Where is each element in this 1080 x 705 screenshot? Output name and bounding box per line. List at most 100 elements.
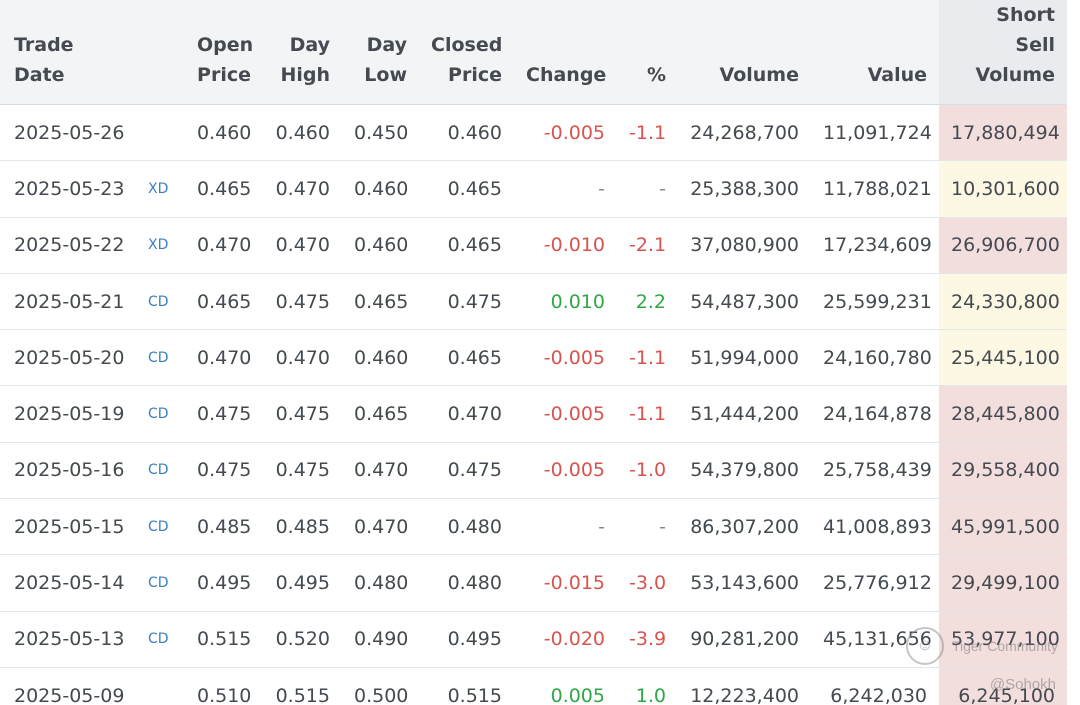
cell-open-price: 0.460 [185,104,263,162]
cell-pct: -1.0 [617,442,678,500]
cell-value: 6,242,030 [811,667,939,705]
cell-open-price: 0.495 [185,554,263,612]
cell-short-sell-volume: 17,880,494 [939,104,1067,162]
cell-change: -0.015 [514,554,617,612]
col-header-short-sell-volume[interactable]: Short Sell Volume [939,0,1067,105]
table-row[interactable]: 2025-05-15 CD 0.485 0.485 0.470 0.480- -86,307… [0,498,1067,556]
cell-flag [140,667,185,705]
cell-value: 24,164,878 [811,385,939,443]
cell-volume: 86,307,200 [678,498,811,556]
cell-volume: 37,080,900 [678,217,811,274]
cell-change: -0.005 [514,442,617,500]
table-body: 2025-05-26 0.460 0.460 0.450 0.460 -0.005 -1.1… [0,104,1067,705]
cell-pct: -3.0 [617,554,678,612]
cell-change: 0.010 [514,273,617,331]
table-row[interactable]: 2025-05-13 CD 0.515 0.520 0.490 0.495 -0.020 -3… [0,611,1067,668]
table-header: Trade Date Open Price Day High Day Low C… [0,0,1067,105]
cell-change: - [514,498,617,556]
cell-day-high: 0.475 [263,442,342,500]
col-header-trade-date[interactable]: Trade Date [0,0,140,105]
cell-trade-date: 2025-05-21 [0,273,140,331]
cell-day-high: 0.475 [263,273,342,331]
cell-flag: XD [140,217,185,274]
cell-short-sell-volume: 26,906,700 [939,217,1067,274]
table-row[interactable]: 2025-05-19 CD 0.475 0.475 0.465 0.470 -0.005 -1… [0,385,1067,443]
table-row[interactable]: 2025-05-26 0.460 0.460 0.450 0.460 -0.005 -1.1… [0,104,1067,162]
table-row[interactable]: 2025-05-23 XD 0.465 0.470 0.460 0.465- -25,388… [0,160,1067,218]
col-header-value[interactable]: Value [811,0,939,105]
cell-volume: 54,379,800 [678,442,811,500]
cell-volume: 12,223,400 [678,667,811,705]
cell-open-price: 0.470 [185,217,263,274]
cell-pct: -1.1 [617,385,678,443]
cell-day-high: 0.470 [263,329,342,387]
cell-flag: CD [140,442,185,500]
watermark: ☺ Tiger Community [905,627,1058,665]
cell-volume: 54,487,300 [678,273,811,331]
cell-flag [140,104,185,162]
cell-closed-price: 0.465 [419,217,514,274]
table-row[interactable]: 2025-05-20 CD 0.470 0.470 0.460 0.465 -0.005 -1… [0,329,1067,387]
cell-day-low: 0.490 [342,611,419,668]
cell-trade-date: 2025-05-22 [0,217,140,274]
col-header-open-price[interactable]: Open Price [185,0,263,105]
table-row[interactable]: 2025-05-16 CD 0.475 0.475 0.470 0.475 -0.005 -1… [0,442,1067,500]
cell-flag: CD [140,611,185,668]
cell-short-sell-volume: 25,445,100 [939,329,1067,387]
cell-change: -0.005 [514,385,617,443]
watermark-handle: @Sohokh [989,676,1056,693]
cell-closed-price: 0.480 [419,554,514,612]
cell-open-price: 0.485 [185,498,263,556]
table-row[interactable]: 2025-05-21 CD 0.465 0.475 0.465 0.475 0.010 2.2… [0,273,1067,331]
cell-change: -0.010 [514,217,617,274]
col-header-change[interactable]: Change [514,0,617,105]
cell-flag: CD [140,498,185,556]
cell-closed-price: 0.460 [419,104,514,162]
cell-trade-date: 2025-05-09 [0,667,140,705]
cell-pct: -3.9 [617,611,678,668]
cell-trade-date: 2025-05-13 [0,611,140,668]
cell-short-sell-volume: 29,558,400 [939,442,1067,500]
cell-flag: CD [140,273,185,331]
cell-flag: CD [140,329,185,387]
col-header-flag [140,0,185,105]
cell-day-high: 0.495 [263,554,342,612]
cell-day-low: 0.470 [342,498,419,556]
cell-closed-price: 0.480 [419,498,514,556]
cell-day-high: 0.515 [263,667,342,705]
cell-pct: 2.2 [617,273,678,331]
cell-day-high: 0.485 [263,498,342,556]
cell-change: 0.005 [514,667,617,705]
cell-short-sell-volume: 24,330,800 [939,273,1067,331]
cell-short-sell-volume: 28,445,800 [939,385,1067,443]
cell-day-low: 0.460 [342,329,419,387]
cell-day-low: 0.480 [342,554,419,612]
col-header-pct[interactable]: % [617,0,678,105]
cell-value: 11,091,724 [811,104,939,162]
table-row[interactable]: 2025-05-22 XD 0.470 0.470 0.460 0.465 -0.010 -2… [0,217,1067,274]
col-header-volume[interactable]: Volume [678,0,811,105]
cell-pct: - [617,498,678,556]
cell-trade-date: 2025-05-23 [0,160,140,218]
cell-open-price: 0.515 [185,611,263,668]
cell-closed-price: 0.515 [419,667,514,705]
cell-pct: 1.0 [617,667,678,705]
cell-trade-date: 2025-05-19 [0,385,140,443]
cell-day-high: 0.470 [263,160,342,218]
cell-short-sell-volume: 45,991,500 [939,498,1067,556]
table-row[interactable]: 2025-05-14 CD 0.495 0.495 0.480 0.480 -0.015 -3… [0,554,1067,612]
col-header-closed-price[interactable]: Closed Price [419,0,514,105]
cell-trade-date: 2025-05-20 [0,329,140,387]
col-header-day-high[interactable]: Day High [263,0,342,105]
cell-day-high: 0.520 [263,611,342,668]
cell-value: 24,160,780 [811,329,939,387]
cell-volume: 51,444,200 [678,385,811,443]
cell-open-price: 0.470 [185,329,263,387]
cell-closed-price: 0.470 [419,385,514,443]
cell-day-low: 0.500 [342,667,419,705]
cell-closed-price: 0.475 [419,442,514,500]
col-header-day-low[interactable]: Day Low [342,0,419,105]
cell-change: -0.005 [514,329,617,387]
table-row[interactable]: 2025-05-09 0.510 0.515 0.500 0.515 0.005 1.0 12… [0,667,1067,705]
